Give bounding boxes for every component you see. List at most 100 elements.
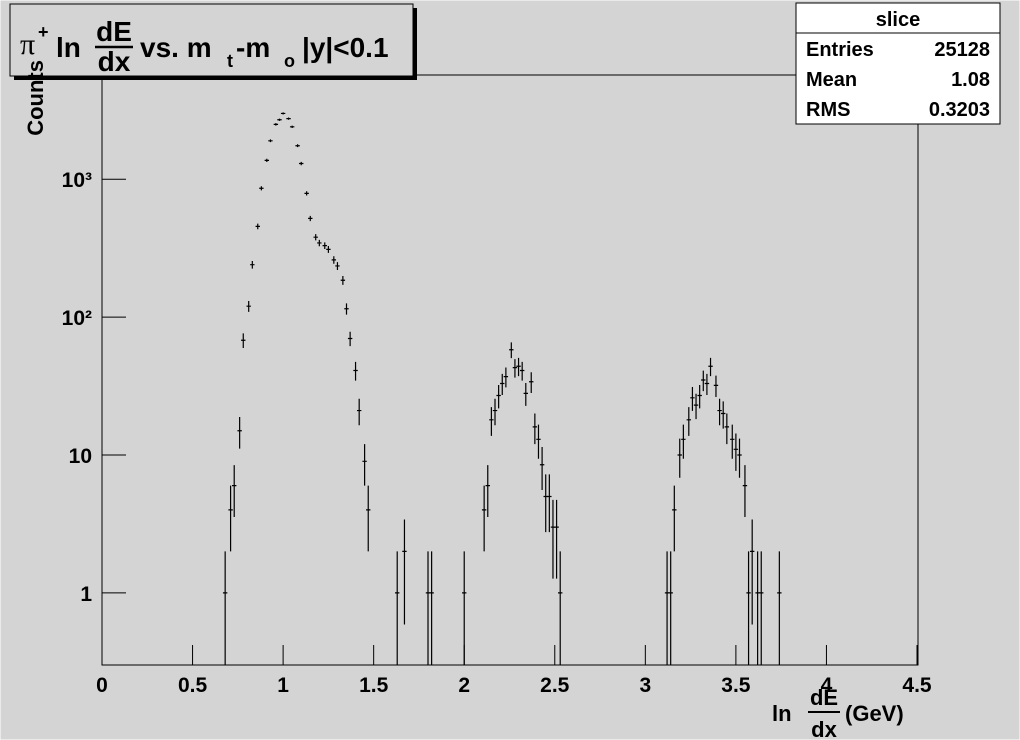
x-title-unit: (GeV) <box>845 701 904 726</box>
data-point <box>280 112 286 115</box>
data-point <box>721 401 726 429</box>
stats-label: RMS <box>806 99 850 121</box>
data-point <box>713 375 719 398</box>
data-point <box>509 342 514 359</box>
data-point <box>255 223 260 230</box>
x-title-frac-num: dE <box>810 685 838 710</box>
data-point <box>277 118 282 121</box>
data-point <box>516 357 521 377</box>
stats-value: 25128 <box>934 39 990 61</box>
data-point <box>485 465 490 518</box>
data-point <box>672 485 677 552</box>
data-point <box>264 158 270 163</box>
data-point <box>308 215 313 222</box>
x-tick-label: 2.5 <box>540 674 570 697</box>
data-point <box>730 424 735 459</box>
data-point <box>295 144 300 148</box>
data-point <box>746 551 751 665</box>
data-point <box>335 262 340 270</box>
stats-title: slice <box>876 9 920 31</box>
x-tick-label: 2 <box>458 674 470 697</box>
data-point <box>701 370 706 392</box>
x-tick-label: 4.5 <box>902 674 932 697</box>
x-tick-label: 3 <box>639 674 651 697</box>
title-minus: -m <box>236 32 270 63</box>
stats-box <box>795 2 1001 125</box>
data-point <box>737 438 742 478</box>
plot-frame <box>101 74 919 666</box>
data-point <box>353 361 358 381</box>
data-point <box>402 519 407 625</box>
data-point <box>317 239 322 247</box>
data-point <box>536 424 541 459</box>
data-point <box>512 359 518 378</box>
x-tick-label: 4 <box>821 674 833 697</box>
y-tick-label: 10³ <box>62 169 92 192</box>
title-vs: vs. m <box>140 32 212 63</box>
title-sub2: o <box>284 51 295 71</box>
data-point <box>690 387 695 411</box>
stats-label: Mean <box>806 69 857 91</box>
data-point <box>749 519 755 625</box>
data-point <box>503 367 509 388</box>
data-point <box>241 333 246 348</box>
data-point <box>539 447 545 490</box>
data-layer <box>222 112 782 665</box>
data-point <box>273 123 279 126</box>
data-point <box>704 373 710 395</box>
y-axis-title: Counts <box>23 60 48 136</box>
data-point <box>250 260 255 269</box>
y-tick-label: 10 <box>69 445 92 468</box>
data-point <box>299 161 304 166</box>
data-point <box>232 465 237 518</box>
title-sub1: t <box>227 51 233 71</box>
title-frac-den: dx <box>98 46 131 77</box>
data-point <box>395 551 400 665</box>
data-point <box>326 246 331 253</box>
data-point <box>777 551 782 665</box>
data-point <box>677 438 682 478</box>
x-tick-label: 3.5 <box>721 674 751 697</box>
title-symbol: π <box>20 28 35 61</box>
data-point <box>717 398 722 426</box>
data-point <box>759 551 764 665</box>
data-point <box>362 444 367 486</box>
y-tick-label: 10² <box>62 307 92 330</box>
data-point <box>733 433 739 471</box>
data-point <box>668 551 673 665</box>
data-point <box>259 186 264 191</box>
data-point <box>547 474 552 533</box>
x-tick-label: 1.5 <box>359 674 389 697</box>
data-point <box>268 139 273 143</box>
stats-rows: Entries 25128 Mean 1.08 RMS 0.3203 <box>806 39 990 121</box>
data-point <box>558 551 563 665</box>
data-point <box>529 372 534 393</box>
data-point <box>331 256 337 264</box>
data-point <box>347 331 353 347</box>
x-title-ln: ln <box>772 701 792 726</box>
title-frac-num: dE <box>96 16 132 47</box>
data-point <box>708 357 713 377</box>
data-point <box>523 382 528 406</box>
data-point <box>697 384 702 409</box>
data-point <box>304 191 309 196</box>
data-point <box>724 413 730 445</box>
data-point <box>286 117 291 120</box>
title-box <box>9 3 414 77</box>
data-point <box>429 551 434 665</box>
data-point <box>289 125 295 129</box>
title-ln: ln <box>56 32 81 63</box>
stats-value: 1.08 <box>951 69 990 91</box>
title-cut: |y|<0.1 <box>302 32 389 63</box>
data-point <box>356 398 362 426</box>
data-point <box>489 407 494 436</box>
data-point <box>366 485 371 552</box>
data-point <box>500 373 505 395</box>
data-point <box>686 407 691 436</box>
stats-value: 0.3203 <box>929 99 990 121</box>
data-point <box>246 300 251 312</box>
data-point <box>344 303 349 315</box>
x-title-frac-den: dx <box>811 717 837 740</box>
